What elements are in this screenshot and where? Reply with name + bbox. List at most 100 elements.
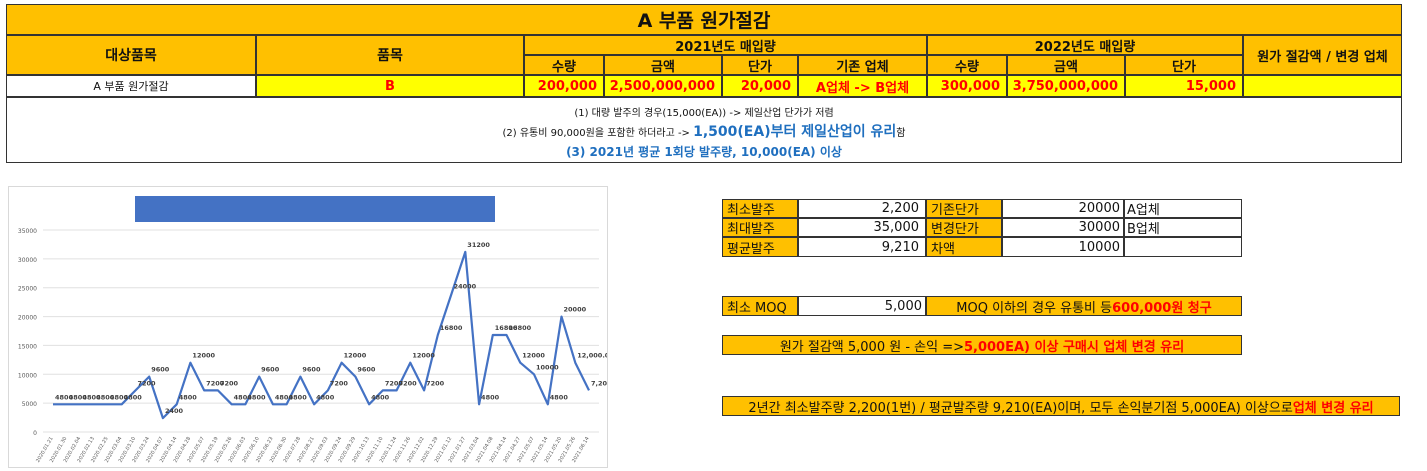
data-label: 7200 [399,379,418,387]
data-label: 7200 [206,379,225,387]
y-tick-label: 30000 [18,257,37,264]
data-label: 12000 [344,352,367,360]
note-3: (3) 2021년 평균 1회당 발주량, 10,000(EA) 이상 [7,143,1401,160]
stat-new-price-label: 변경단가 [926,218,1002,237]
data-label: 7200 [137,379,156,387]
stat-max-label: 최대발주 [722,218,798,237]
data-label: 4800 [124,393,143,401]
note-1: (1) 대량 발주의 경우(15,000(EA)) -> 제일산업 단가가 저렴 [574,108,834,119]
data-label: 2400 [165,407,184,415]
header-price-2021: 단가 [722,55,798,75]
header-saving: 원가 절감액 / 변경 업체 [1243,35,1402,75]
data-label: 7200 [385,379,404,387]
row-item: B [256,75,524,97]
data-label: 7,200.00 [591,379,607,387]
data-label: 9600 [357,366,376,374]
header-prev-vendor: 기존 업체 [798,55,927,75]
row-target: A 부품 원가절감 [6,75,256,97]
data-label: 9600 [261,366,280,374]
header-qty-2021: 수량 [524,55,604,75]
stat-prev-vendor: A업체 [1124,199,1242,218]
note-2-emphasis: 1,500(EA)부터 제일산업이 유리 [693,124,897,140]
moq-note-text: MOQ 이하의 경우 유통비 등 [956,300,1113,316]
stat-diff-empty [1124,237,1242,257]
data-label: 4800 [234,393,253,401]
note-3-text: (3) 2021년 평균 1회당 발주량, 10,000(EA) 이상 [566,145,842,159]
stat-min-label: 최소발주 [722,199,798,218]
data-label: 4800 [316,393,335,401]
y-tick-label: 0 [33,430,37,437]
summary-2-emphasis: 업체 변경 유리 [1292,400,1374,416]
data-label: 4800 [69,393,88,401]
data-label: 4800 [179,393,198,401]
data-label: 4800 [289,393,308,401]
y-tick-label: 25000 [18,286,37,293]
data-label: 4800 [371,393,390,401]
notes-box: (1) 대량 발주의 경우(15,000(EA)) -> 제일산업 단가가 저렴… [6,97,1402,163]
moq-note: MOQ 이하의 경우 유통비 등 600,000원 청구 [926,296,1242,316]
y-tick-label: 10000 [18,372,37,379]
data-label: 4800 [110,393,129,401]
header-2021: 2021년도 매입량 [524,35,927,55]
data-label: 4800 [550,393,569,401]
row-price-2022: 15,000 [1125,75,1243,97]
summary-2: 2년간 최소발주량 2,200(1번) / 평균발주량 9,210(EA)이며,… [722,396,1400,416]
data-label: 4800 [275,393,294,401]
data-label: 10000 [536,363,559,371]
header-amount-2022: 금액 [1007,55,1125,75]
header-amount-2021: 금액 [604,55,722,75]
summary-2-text: 2년간 최소발주량 2,200(1번) / 평균발주량 9,210(EA)이며,… [748,400,1293,416]
data-label: 9600 [302,366,321,374]
data-label: 31200 [467,241,490,249]
y-tick-label: 35000 [18,228,37,235]
summary-1-emphasis: 5,000EA) 이상 구매시 업체 변경 유리 [963,339,1185,355]
y-tick-label: 5000 [22,401,37,408]
row-saving [1243,75,1402,97]
data-label: 12000 [522,352,545,360]
data-label: 16800 [440,324,463,332]
page-title: A 부품 원가절감 [6,4,1402,35]
header-target-item: 대상품목 [6,35,256,75]
stat-diff-value: 10000 [1002,237,1124,257]
stat-min-value: 2,200 [798,199,926,218]
y-tick-label: 15000 [18,343,37,350]
header-2022: 2022년도 매입량 [927,35,1243,55]
stat-new-price-value: 30000 [1002,218,1124,237]
data-label: 20000 [564,306,587,314]
stat-new-vendor: B업체 [1124,218,1242,237]
row-vendor-change: A업체 -> B업체 [798,75,927,97]
row-amount-2021: 2,500,000,000 [604,75,722,97]
moq-value: 5,000 [798,296,926,316]
note-2-prefix: (2) 유통비 90,000원을 포함한 하더라고 -> [502,128,694,139]
y-tick-label: 20000 [18,315,37,322]
data-label: 4800 [481,393,500,401]
data-label: 16800 [509,324,532,332]
data-label: 12000 [192,352,215,360]
row-amount-2022: 3,750,000,000 [1007,75,1125,97]
summary-1: 원가 절감액 5,000 원 - 손익 => 5,000EA) 이상 구매시 업… [722,335,1242,355]
data-label: 4800 [55,393,74,401]
line-chart: 050001000015000200002500030000350002020.… [18,196,624,464]
stat-prev-price-label: 기존단가 [926,199,1002,218]
summary-1-text: 원가 절감액 5,000 원 - 손익 => [779,339,964,355]
data-label: 7200 [330,379,349,387]
stat-avg-label: 평균발주 [722,237,798,257]
stat-prev-price-value: 20000 [1002,199,1124,218]
stat-max-value: 35,000 [798,218,926,237]
row-qty-2022: 300,000 [927,75,1007,97]
stat-avg-value: 9,210 [798,237,926,257]
data-label: 24000 [454,282,477,290]
note-2: (2) 유통비 90,000원을 포함한 하더라고 -> 1,500(EA)부터… [7,121,1401,141]
header-item: 품목 [256,35,524,75]
row-price-2021: 20,000 [722,75,798,97]
legend-marker [135,196,495,222]
data-label: 12,000.00 [577,352,607,360]
data-label: 4800 [82,393,101,401]
data-label: 9600 [151,366,170,374]
header-price-2022: 단가 [1125,55,1243,75]
series-line [53,250,590,420]
data-label: 4800 [96,393,115,401]
moq-label: 최소 MOQ [722,296,798,316]
row-qty-2021: 200,000 [524,75,604,97]
data-label: 12000 [412,352,435,360]
